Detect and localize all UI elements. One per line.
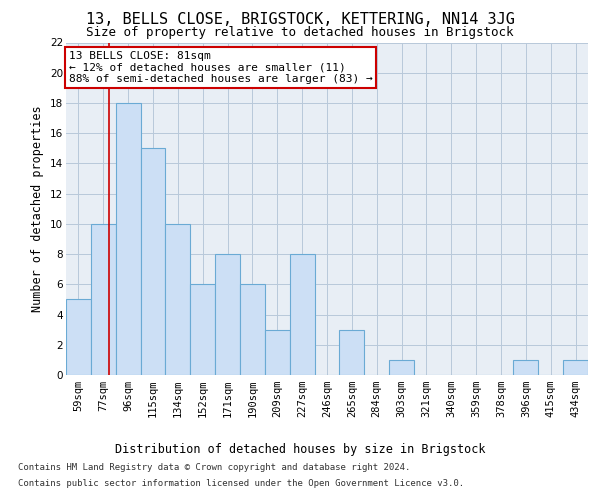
Bar [190,284,215,375]
Bar [514,360,538,375]
Text: Size of property relative to detached houses in Brigstock: Size of property relative to detached ho… [86,26,514,39]
Bar [290,254,314,375]
Bar [563,360,588,375]
Bar [166,224,190,375]
Text: 13, BELLS CLOSE, BRIGSTOCK, KETTERING, NN14 3JG: 13, BELLS CLOSE, BRIGSTOCK, KETTERING, N… [86,12,514,28]
Bar [140,148,166,375]
Text: Contains public sector information licensed under the Open Government Licence v3: Contains public sector information licen… [18,478,464,488]
Bar [340,330,364,375]
Text: Distribution of detached houses by size in Brigstock: Distribution of detached houses by size … [115,442,485,456]
Text: Contains HM Land Registry data © Crown copyright and database right 2024.: Contains HM Land Registry data © Crown c… [18,464,410,472]
Y-axis label: Number of detached properties: Number of detached properties [31,106,44,312]
Bar [389,360,414,375]
Bar [240,284,265,375]
Bar [91,224,116,375]
Bar [116,103,140,375]
Bar [265,330,290,375]
Bar [215,254,240,375]
Text: 13 BELLS CLOSE: 81sqm
← 12% of detached houses are smaller (11)
88% of semi-deta: 13 BELLS CLOSE: 81sqm ← 12% of detached … [68,51,373,84]
Bar [66,300,91,375]
